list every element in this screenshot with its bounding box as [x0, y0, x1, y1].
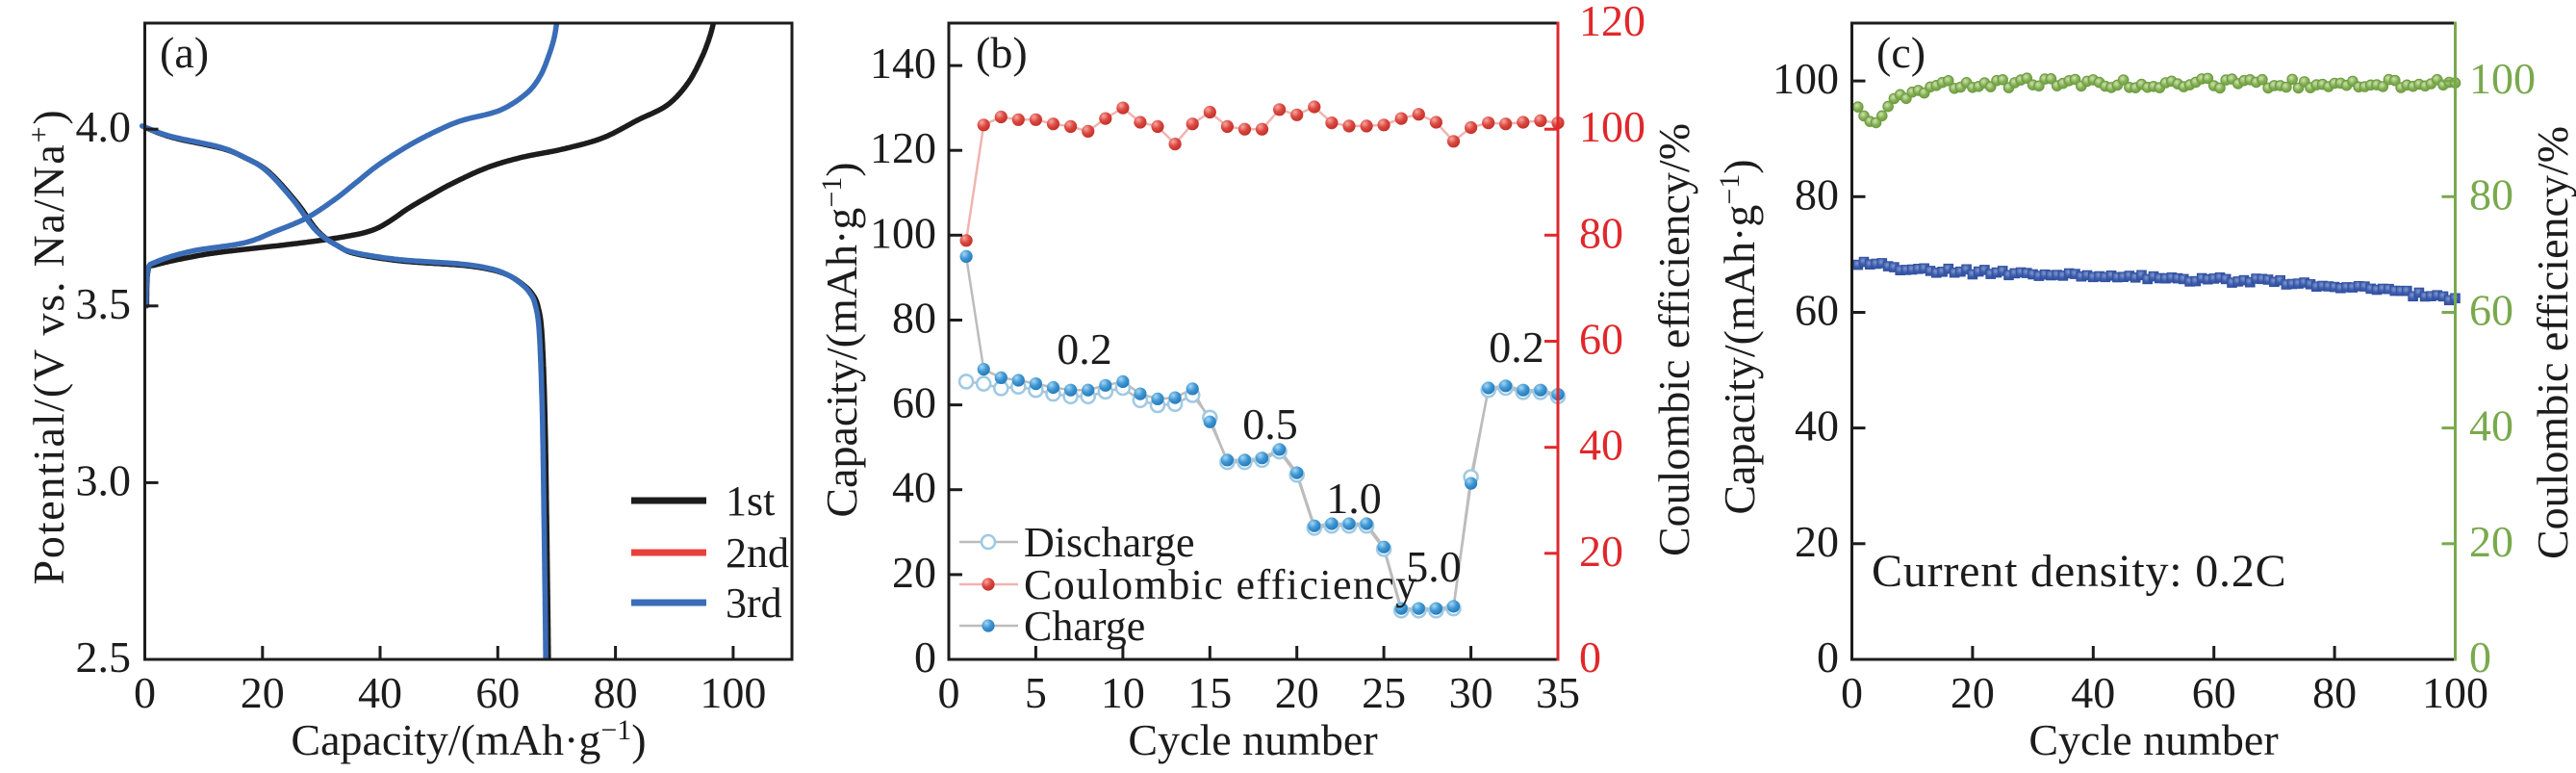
svg-text:2nd: 2nd — [726, 529, 789, 577]
svg-text:20: 20 — [892, 548, 936, 597]
svg-text:80: 80 — [1579, 208, 1623, 257]
svg-text:Discharge: Discharge — [1024, 519, 1195, 566]
svg-text:0: 0 — [938, 668, 960, 717]
svg-text:40: 40 — [892, 463, 936, 512]
svg-text:5.0: 5.0 — [1406, 542, 1462, 591]
svg-text:1st: 1st — [726, 477, 775, 525]
svg-text:Charge: Charge — [1024, 603, 1145, 650]
svg-text:Current density: 0.2C: Current density: 0.2C — [1872, 546, 2286, 597]
svg-text:0: 0 — [1841, 668, 1863, 717]
svg-text:100: 100 — [1773, 54, 1839, 103]
svg-text:40: 40 — [1579, 421, 1623, 470]
svg-text:Potential/(V vs. Na/Na+): Potential/(V vs. Na/Na+) — [23, 109, 73, 585]
svg-text:Cycle number: Cycle number — [1128, 715, 1377, 764]
svg-text:20: 20 — [241, 668, 285, 717]
svg-text:100: 100 — [700, 668, 766, 717]
svg-text:20: 20 — [2469, 517, 2513, 566]
svg-text:Coulombic efficiency: Coulombic efficiency — [1024, 561, 1418, 608]
svg-text:4.0: 4.0 — [76, 102, 132, 151]
svg-text:0: 0 — [2469, 632, 2491, 682]
svg-text:Capacity/(mAh·g−1): Capacity/(mAh·g−1) — [291, 714, 646, 764]
svg-text:10: 10 — [1101, 668, 1145, 717]
svg-text:20: 20 — [1951, 668, 1995, 717]
svg-text:120: 120 — [870, 123, 936, 172]
svg-text:60: 60 — [1579, 315, 1623, 364]
svg-text:60: 60 — [475, 668, 520, 717]
svg-text:3rd: 3rd — [726, 580, 782, 627]
svg-text:15: 15 — [1187, 668, 1232, 717]
svg-text:0.2: 0.2 — [1057, 324, 1112, 374]
svg-text:80: 80 — [1795, 169, 1839, 219]
svg-text:40: 40 — [2469, 401, 2513, 451]
svg-text:Coulombic efficiency/%: Coulombic efficiency/% — [1649, 123, 1698, 556]
svg-text:Capacity/(mAh·g−1): Capacity/(mAh·g−1) — [816, 162, 866, 517]
svg-text:0: 0 — [914, 632, 936, 682]
svg-text:0.2: 0.2 — [1489, 322, 1544, 372]
svg-text:40: 40 — [2071, 668, 2115, 717]
svg-text:1.0: 1.0 — [1326, 474, 1382, 523]
svg-text:100: 100 — [870, 208, 936, 257]
svg-text:60: 60 — [2469, 286, 2513, 335]
svg-text:80: 80 — [892, 294, 936, 343]
svg-text:40: 40 — [1795, 401, 1839, 451]
svg-text:(c): (c) — [1876, 28, 1926, 77]
svg-text:Cycle number: Cycle number — [2028, 715, 2278, 764]
svg-text:60: 60 — [1795, 286, 1839, 335]
svg-text:100: 100 — [2469, 54, 2536, 103]
svg-text:20: 20 — [1579, 527, 1623, 576]
svg-text:40: 40 — [358, 668, 402, 717]
svg-text:0: 0 — [1817, 632, 1839, 682]
svg-text:3.5: 3.5 — [76, 279, 132, 328]
svg-text:25: 25 — [1362, 668, 1406, 717]
svg-text:2.5: 2.5 — [76, 632, 132, 682]
svg-text:35: 35 — [1536, 668, 1580, 717]
svg-text:60: 60 — [892, 378, 936, 427]
svg-text:Coulombic efficiency/%: Coulombic efficiency/% — [2528, 126, 2576, 559]
svg-text:140: 140 — [870, 39, 936, 88]
svg-text:5: 5 — [1025, 668, 1047, 717]
svg-text:0: 0 — [134, 668, 156, 717]
svg-text:(a): (a) — [160, 28, 209, 77]
svg-text:120: 120 — [1579, 0, 1645, 45]
svg-text:0: 0 — [1579, 632, 1601, 682]
svg-text:30: 30 — [1449, 668, 1493, 717]
svg-text:(b): (b) — [976, 28, 1028, 77]
svg-text:20: 20 — [1795, 517, 1839, 566]
svg-text:Capacity/(mAh·g−1): Capacity/(mAh·g−1) — [1714, 159, 1764, 514]
svg-text:100: 100 — [2422, 668, 2488, 717]
svg-text:80: 80 — [2469, 169, 2513, 219]
svg-text:20: 20 — [1275, 668, 1319, 717]
svg-text:60: 60 — [2192, 668, 2236, 717]
svg-text:0.5: 0.5 — [1242, 399, 1298, 449]
svg-text:80: 80 — [594, 668, 638, 717]
svg-text:80: 80 — [2312, 668, 2357, 717]
svg-text:3.0: 3.0 — [76, 455, 132, 504]
svg-text:100: 100 — [1579, 102, 1645, 151]
